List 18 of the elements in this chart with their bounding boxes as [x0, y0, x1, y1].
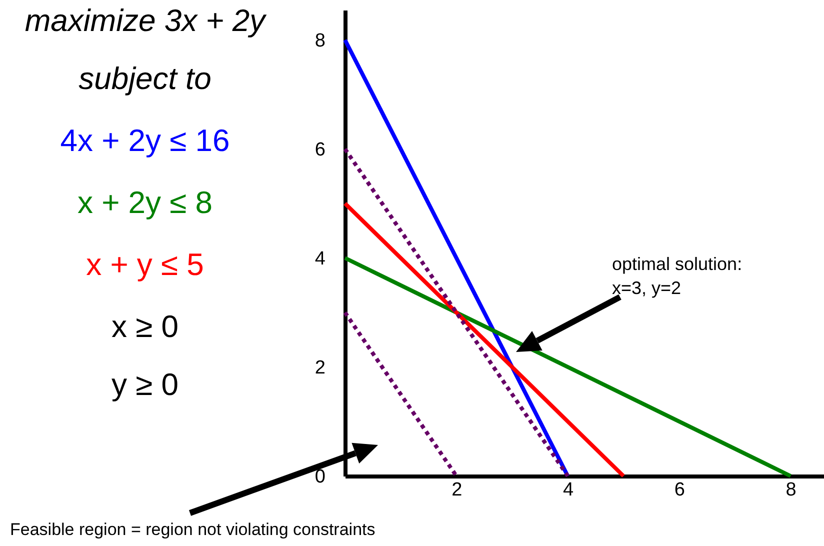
text: subject to — [78, 61, 212, 96]
annotation: optimal solution: x=3, y=2 — [612, 254, 742, 298]
text: y ≥ 0 — [112, 367, 178, 402]
y-tick-label: 8 — [314, 30, 326, 52]
text: x + y ≤ 5 — [86, 247, 204, 282]
text: x + 2y ≤ 8 — [77, 185, 213, 220]
y-tick-label: 4 — [314, 248, 326, 270]
chart-title: maximize 3x + 2y — [24, 3, 268, 38]
x-tick-label: 2 — [452, 480, 462, 500]
y-tick-label: 2 — [314, 357, 326, 378]
text: Feasible region = region not violating constraints — [10, 520, 376, 539]
x-tick-label: 8 — [786, 480, 796, 500]
text: x ≥ 0 — [112, 309, 178, 344]
x-tick-label: 4 — [563, 480, 574, 500]
y-tick-label: 6 — [314, 139, 326, 160]
text: 4x + 2y ≤ 16 — [60, 123, 230, 158]
y-tick-label: 0 — [314, 466, 326, 488]
x-tick-label: 6 — [674, 480, 685, 500]
